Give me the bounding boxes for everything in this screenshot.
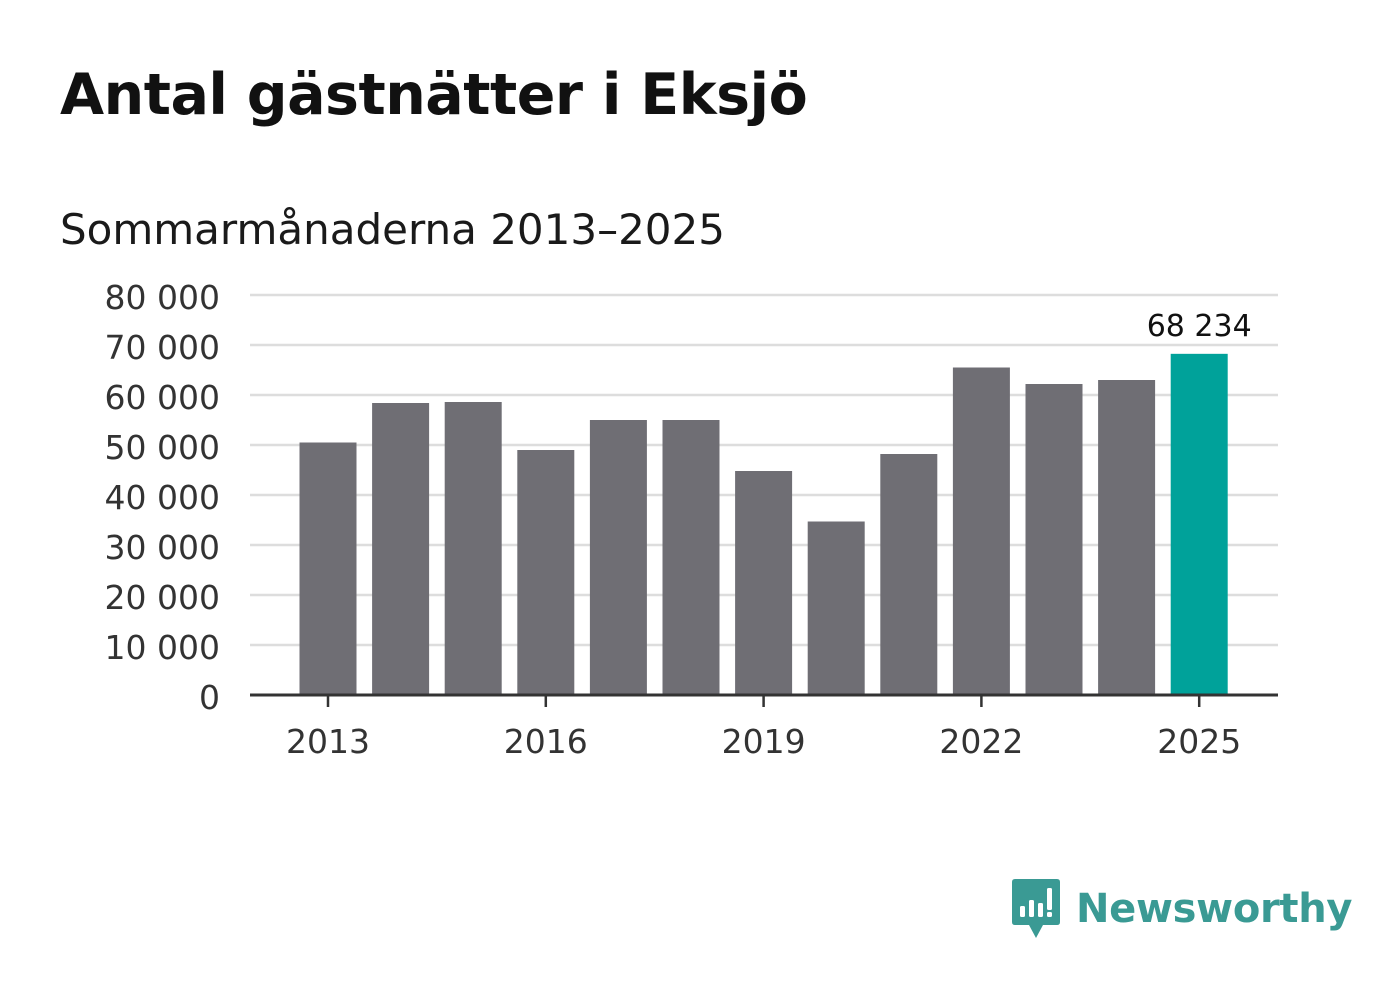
bar-2017 bbox=[589, 420, 647, 695]
y-tick-label: 50 000 bbox=[105, 428, 220, 467]
y-tick-label: 30 000 bbox=[105, 528, 220, 567]
bar-2014 bbox=[372, 403, 430, 695]
bar-2015 bbox=[444, 402, 502, 695]
x-tick-label: 2022 bbox=[939, 722, 1023, 761]
bar-2025 bbox=[1170, 353, 1228, 695]
data-label: 68 234 bbox=[1147, 309, 1252, 344]
brand-name: Newsworthy bbox=[1076, 886, 1353, 932]
x-tick-label: 2025 bbox=[1157, 722, 1241, 761]
y-tick-label: 40 000 bbox=[105, 478, 220, 517]
bar-2020 bbox=[807, 521, 865, 695]
bar-2016 bbox=[517, 450, 575, 695]
chart-title: Antal gästnätter i Eksjö bbox=[60, 62, 808, 128]
chart-subtitle: Sommarmånaderna 2013–2025 bbox=[60, 205, 725, 254]
bar-2024 bbox=[1098, 380, 1156, 695]
y-tick-label: 10 000 bbox=[105, 628, 220, 667]
x-tick-label: 2019 bbox=[722, 722, 806, 761]
y-tick-label: 60 000 bbox=[105, 378, 220, 417]
x-tick-label: 2016 bbox=[504, 722, 588, 761]
bar-2021 bbox=[880, 454, 938, 695]
newsworthy-logo-icon bbox=[1012, 879, 1060, 938]
bar-2018 bbox=[662, 420, 720, 695]
bar-2019 bbox=[735, 471, 793, 695]
y-tick-label: 80 000 bbox=[105, 278, 220, 317]
y-tick-label: 70 000 bbox=[105, 328, 220, 367]
bar-2022 bbox=[952, 367, 1010, 695]
y-tick-label: 0 bbox=[199, 678, 220, 717]
bar-2023 bbox=[1025, 384, 1083, 695]
newsworthy-logo: Newsworthy bbox=[1010, 878, 1353, 940]
y-tick-label: 20 000 bbox=[105, 578, 220, 617]
x-tick-label: 2013 bbox=[286, 722, 370, 761]
bar-2013 bbox=[299, 442, 357, 695]
